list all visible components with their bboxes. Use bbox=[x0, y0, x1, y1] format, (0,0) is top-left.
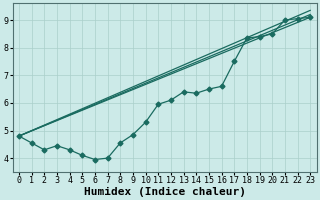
X-axis label: Humidex (Indice chaleur): Humidex (Indice chaleur) bbox=[84, 186, 245, 197]
